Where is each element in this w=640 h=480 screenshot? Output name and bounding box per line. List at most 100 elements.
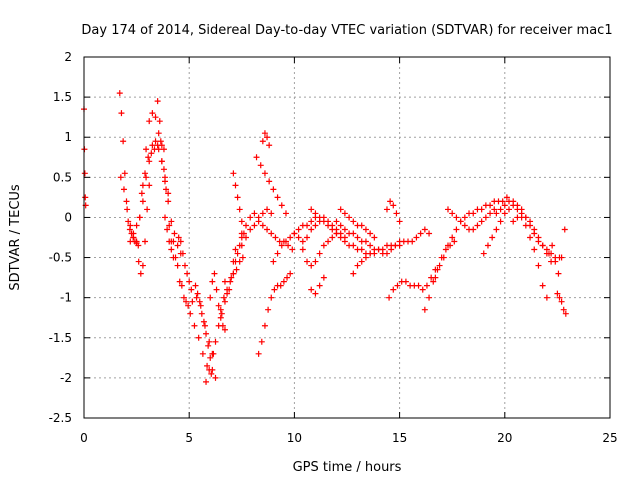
data-point	[268, 294, 275, 301]
data-point	[139, 262, 146, 269]
data-point	[484, 242, 491, 249]
data-point	[325, 222, 332, 229]
data-point	[228, 274, 235, 281]
data-point	[116, 90, 123, 97]
data-point	[148, 150, 155, 157]
data-point	[350, 270, 357, 277]
series-a14	[207, 270, 228, 333]
series-a3	[127, 138, 172, 245]
data-point	[409, 238, 416, 245]
data-point	[394, 282, 401, 289]
data-point	[358, 246, 365, 253]
data-point	[470, 210, 477, 217]
data-point	[239, 254, 246, 261]
data-point	[149, 110, 156, 117]
data-point	[152, 114, 159, 121]
data-point	[432, 274, 439, 281]
data-point	[219, 322, 226, 329]
data-point	[165, 190, 172, 197]
data-point	[333, 230, 340, 237]
data-point	[152, 138, 159, 145]
data-point	[379, 246, 386, 253]
data-point	[120, 138, 127, 145]
y-tick-label: 2	[64, 50, 72, 64]
data-point	[146, 118, 153, 125]
y-tick-label: 1.5	[53, 90, 72, 104]
data-point	[146, 158, 153, 165]
data-point	[442, 246, 449, 253]
data-point	[212, 338, 219, 345]
data-point	[247, 214, 254, 221]
data-point	[145, 154, 152, 161]
data-point	[341, 238, 348, 245]
data-point	[522, 214, 529, 221]
data-point	[261, 130, 268, 137]
series-a5	[138, 138, 167, 197]
data-point	[188, 286, 195, 293]
data-point	[139, 198, 146, 205]
data-point	[168, 238, 175, 245]
data-point	[166, 222, 173, 229]
data-point	[125, 218, 132, 225]
data-point	[187, 310, 194, 317]
data-point	[417, 230, 424, 237]
data-point	[510, 198, 517, 205]
series-a17	[230, 170, 247, 237]
series-a10	[168, 238, 217, 357]
data-point	[124, 206, 131, 213]
data-point	[539, 242, 546, 249]
y-tick-label: -0.5	[49, 251, 72, 265]
data-point	[453, 214, 460, 221]
data-point	[234, 194, 241, 201]
data-point	[337, 206, 344, 213]
data-point	[181, 262, 188, 269]
y-tick-label: -2	[60, 371, 72, 385]
data-point	[198, 310, 205, 317]
data-point	[168, 246, 175, 253]
data-point	[232, 246, 239, 253]
plot-frame	[83, 56, 611, 419]
data-point	[278, 242, 285, 249]
data-point	[133, 238, 140, 245]
data-point	[247, 226, 254, 233]
data-point	[205, 342, 212, 349]
data-point	[234, 250, 241, 257]
data-point	[236, 206, 243, 213]
series-a21	[253, 154, 289, 217]
data-point	[308, 262, 315, 269]
data-point	[287, 270, 294, 277]
data-point	[212, 374, 219, 381]
x-tick-label: 20	[497, 431, 512, 445]
data-point	[518, 210, 525, 217]
data-point	[282, 210, 289, 217]
data-point	[230, 170, 237, 177]
data-point	[213, 286, 220, 293]
chart-title: Day 174 of 2014, Sidereal Day-to-day VTE…	[81, 23, 612, 38]
data-point	[156, 118, 163, 125]
data-point	[371, 234, 378, 241]
data-point	[543, 294, 550, 301]
data-point	[144, 206, 151, 213]
data-point	[383, 206, 390, 213]
data-point	[362, 238, 369, 245]
data-point	[396, 218, 403, 225]
data-point	[251, 210, 258, 217]
data-point	[316, 214, 323, 221]
series-a19	[238, 210, 296, 253]
data-point	[261, 170, 268, 177]
data-point	[514, 202, 521, 209]
data-point	[449, 210, 456, 217]
data-point	[337, 234, 344, 241]
data-point	[514, 214, 521, 221]
data-point	[217, 306, 224, 313]
data-point	[193, 294, 200, 301]
data-point	[444, 242, 451, 249]
data-point	[158, 158, 165, 165]
data-point	[196, 298, 203, 305]
data-point	[120, 186, 127, 193]
data-point	[270, 186, 277, 193]
series-a39	[510, 210, 555, 265]
data-point	[204, 362, 211, 369]
data-point	[555, 270, 562, 277]
